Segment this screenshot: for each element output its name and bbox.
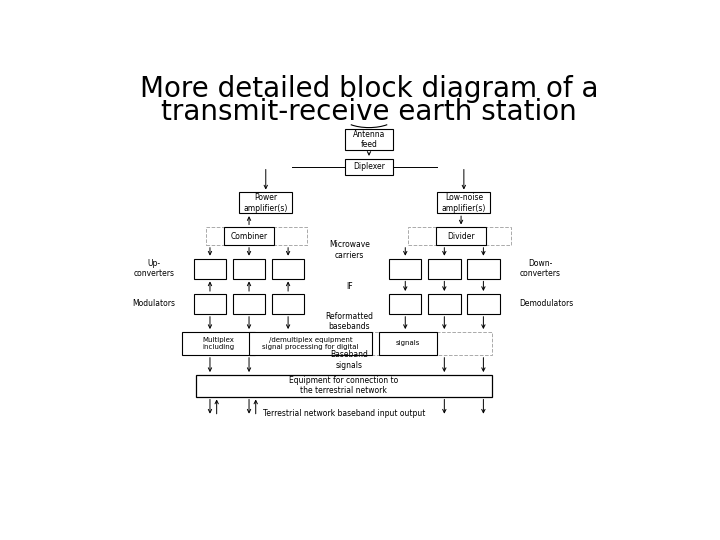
Bar <box>205 227 307 245</box>
Bar <box>233 259 265 279</box>
Bar <box>249 332 372 355</box>
Bar <box>272 294 305 314</box>
Bar <box>196 332 492 355</box>
Text: Microwave
carriers: Microwave carriers <box>329 240 370 260</box>
Text: transmit-receive earth station: transmit-receive earth station <box>161 98 577 126</box>
Bar <box>467 259 500 279</box>
Text: More detailed block diagram of a: More detailed block diagram of a <box>140 75 598 103</box>
Bar <box>224 227 274 245</box>
Bar <box>467 294 500 314</box>
Bar <box>196 375 492 396</box>
Text: Reformatted
basebands: Reformatted basebands <box>325 312 374 332</box>
Text: Modulators: Modulators <box>132 299 175 308</box>
Text: Demodulators: Demodulators <box>520 299 574 308</box>
Bar <box>389 259 421 279</box>
Bar <box>408 227 511 245</box>
Text: IF: IF <box>346 281 353 291</box>
Text: /demultiplex equipment
signal processing for digital: /demultiplex equipment signal processing… <box>262 337 359 350</box>
Bar <box>239 192 292 213</box>
Bar <box>346 159 392 174</box>
Text: Multiplex
including: Multiplex including <box>202 337 235 350</box>
Text: signals: signals <box>396 340 420 346</box>
Bar <box>233 294 265 314</box>
Text: Down-
converters: Down- converters <box>520 259 561 278</box>
Bar <box>428 259 461 279</box>
Bar <box>379 332 437 355</box>
Bar <box>182 332 255 355</box>
Bar <box>436 227 486 245</box>
Text: Divider: Divider <box>447 232 475 241</box>
Bar <box>389 294 421 314</box>
Text: Equipment for connection to
the terrestrial network: Equipment for connection to the terrestr… <box>289 376 398 395</box>
Text: Combiner: Combiner <box>230 232 268 241</box>
Text: Baseband
signals: Baseband signals <box>330 350 369 370</box>
Bar <box>428 294 461 314</box>
Text: Up-
converters: Up- converters <box>134 259 175 278</box>
Bar <box>194 259 226 279</box>
Bar <box>272 259 305 279</box>
Bar <box>346 129 392 150</box>
Bar <box>194 294 226 314</box>
Text: Antenna
feed: Antenna feed <box>353 130 385 150</box>
Text: Diplexer: Diplexer <box>353 162 385 171</box>
Text: Power
amplifier(s): Power amplifier(s) <box>243 193 288 213</box>
Text: Terrestrial network baseband input output: Terrestrial network baseband input outpu… <box>263 409 425 418</box>
Bar <box>437 192 490 213</box>
Text: Low-noise
amplifier(s): Low-noise amplifier(s) <box>441 193 486 213</box>
